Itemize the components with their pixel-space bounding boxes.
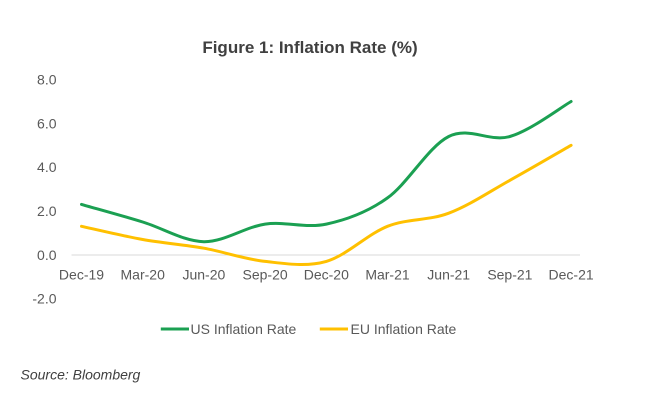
- svg-text:Sep-21: Sep-21: [487, 266, 532, 282]
- svg-text:Mar-20: Mar-20: [121, 266, 166, 282]
- svg-text:Jun-21: Jun-21: [427, 266, 470, 282]
- svg-text:Dec-21: Dec-21: [549, 266, 594, 282]
- svg-text:Figure 1: Inflation Rate (%): Figure 1: Inflation Rate (%): [202, 38, 417, 57]
- svg-text:Source: Bloomberg: Source: Bloomberg: [21, 367, 141, 383]
- svg-text:Mar-21: Mar-21: [365, 266, 410, 282]
- svg-text:0.0: 0.0: [37, 247, 57, 263]
- svg-text:2.0: 2.0: [37, 203, 57, 219]
- svg-text:8.0: 8.0: [37, 72, 57, 88]
- svg-text:4.0: 4.0: [37, 159, 57, 175]
- svg-text:Jun-20: Jun-20: [182, 266, 225, 282]
- svg-text:EU Inflation Rate: EU Inflation Rate: [351, 321, 457, 337]
- svg-text:Dec-19: Dec-19: [59, 266, 104, 282]
- svg-text:US Inflation Rate: US Inflation Rate: [191, 321, 297, 337]
- svg-text:Dec-20: Dec-20: [304, 266, 349, 282]
- svg-text:-2.0: -2.0: [32, 291, 56, 307]
- svg-text:6.0: 6.0: [37, 115, 57, 131]
- svg-text:Sep-20: Sep-20: [243, 266, 288, 282]
